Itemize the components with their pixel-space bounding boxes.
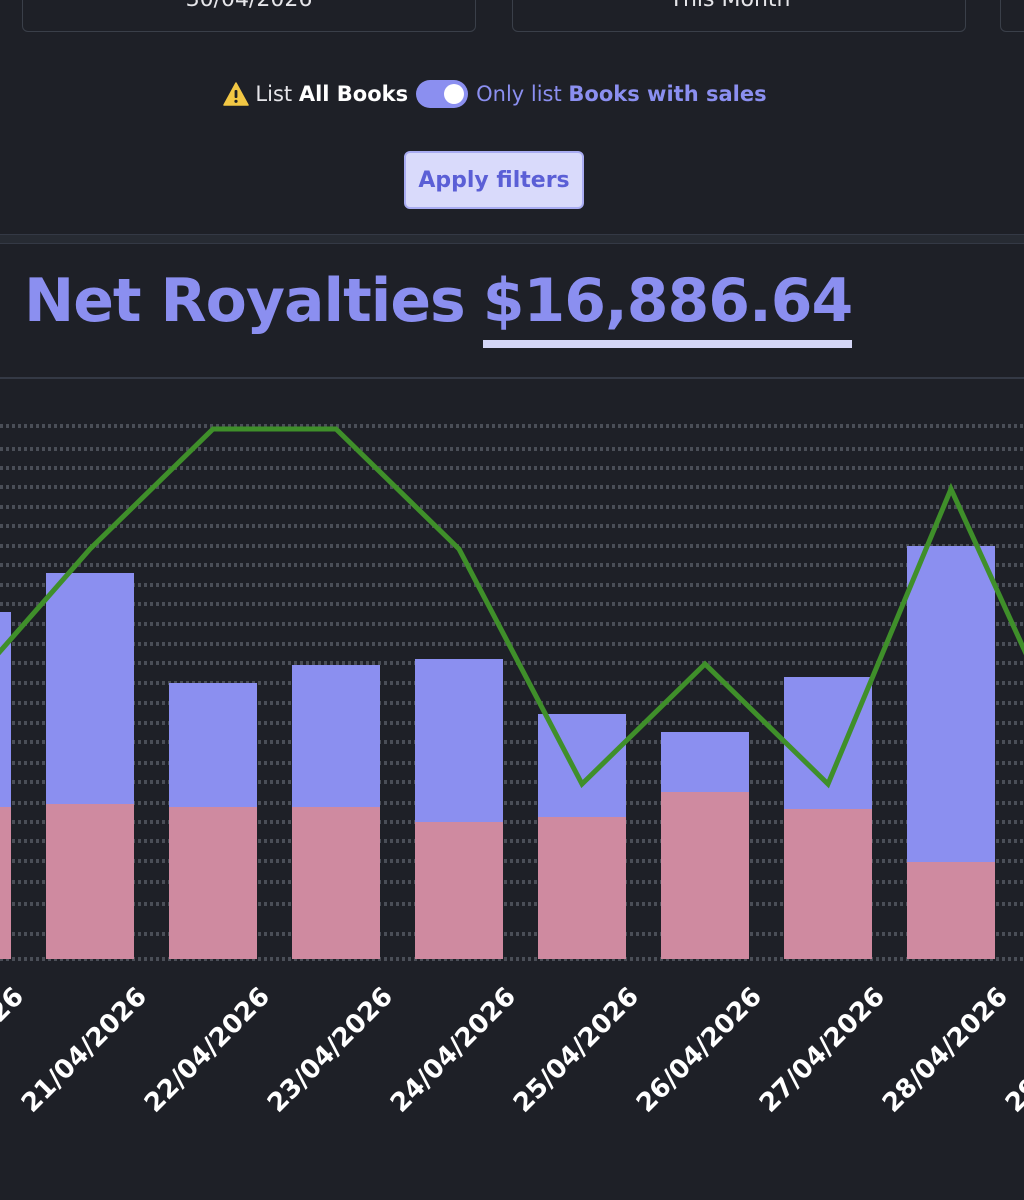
bar-lower-segment[interactable] (292, 807, 380, 959)
toggle-right-prefix: Only list (476, 82, 562, 106)
bar-lower-segment[interactable] (0, 807, 11, 959)
net-royalties-heading: Net Royalties $16,886.64 (24, 266, 853, 348)
net-royalties-amount: 16,886.64 (523, 266, 853, 336)
x-tick-label: 22/04/2026 (139, 982, 276, 1119)
bar-lower-segment[interactable] (907, 862, 995, 959)
x-tick-label: 26/04/2026 (631, 982, 768, 1119)
royalties-chart: 20/04/202621/04/202622/04/202623/04/2026… (0, 424, 1024, 1119)
bar-upper-segment[interactable] (169, 683, 257, 807)
end-date-value: 30/04/2026 (186, 0, 313, 12)
toggle-right-option: Books with sales (568, 82, 767, 106)
bar-lower-segment[interactable] (538, 817, 626, 959)
x-tick-label: 24/04/2026 (385, 982, 522, 1119)
date-range-value: This Month (670, 0, 791, 12)
toggle-left-option: All Books (298, 82, 409, 106)
bar-lower-segment[interactable] (784, 809, 872, 959)
bar-lower-segment[interactable] (661, 792, 749, 959)
bar-upper-segment[interactable] (0, 612, 11, 807)
extra-filter-field[interactable] (1000, 0, 1024, 32)
x-tick-label: 23/04/2026 (262, 982, 399, 1119)
bar-upper-segment[interactable] (292, 665, 380, 807)
royalties-line (0, 426, 1024, 789)
bar-upper-segment[interactable] (415, 659, 503, 822)
net-royalties-total: $16,886.64 (482, 266, 853, 348)
toggle-prefix: List (255, 82, 293, 106)
section-divider (0, 234, 1024, 244)
bar-lower-segment[interactable] (415, 822, 503, 959)
chart-line (0, 426, 1024, 789)
books-filter-switch[interactable] (416, 80, 469, 108)
currency-symbol: $ (482, 266, 525, 336)
section-divider (0, 377, 1024, 379)
x-tick-label: 27/04/2026 (754, 982, 891, 1119)
bar-upper-segment[interactable] (784, 677, 872, 809)
net-royalties-label: Net Royalties (24, 266, 466, 336)
bar-lower-segment[interactable] (46, 804, 134, 959)
bar-upper-segment[interactable] (46, 573, 134, 804)
x-tick-label: 28/04/2026 (877, 982, 1014, 1119)
bar-upper-segment[interactable] (661, 732, 749, 792)
warning-icon (223, 82, 250, 106)
date-range-select[interactable]: This Month (512, 0, 966, 32)
x-tick-label: 21/04/2026 (16, 982, 153, 1119)
books-filter-toggle-row: List All Books Only list Books with sale… (0, 78, 990, 110)
bar-lower-segment[interactable] (169, 807, 257, 959)
x-tick-label: 25/04/2026 (508, 982, 645, 1119)
apply-filters-button[interactable]: Apply filters (404, 151, 584, 209)
bar-upper-segment[interactable] (907, 546, 995, 862)
end-date-input[interactable]: 30/04/2026 (22, 0, 476, 32)
switch-knob (444, 84, 465, 104)
chart-bars (0, 546, 995, 959)
chart-x-ticks: 20/04/202621/04/202622/04/202623/04/2026… (0, 982, 1024, 1119)
